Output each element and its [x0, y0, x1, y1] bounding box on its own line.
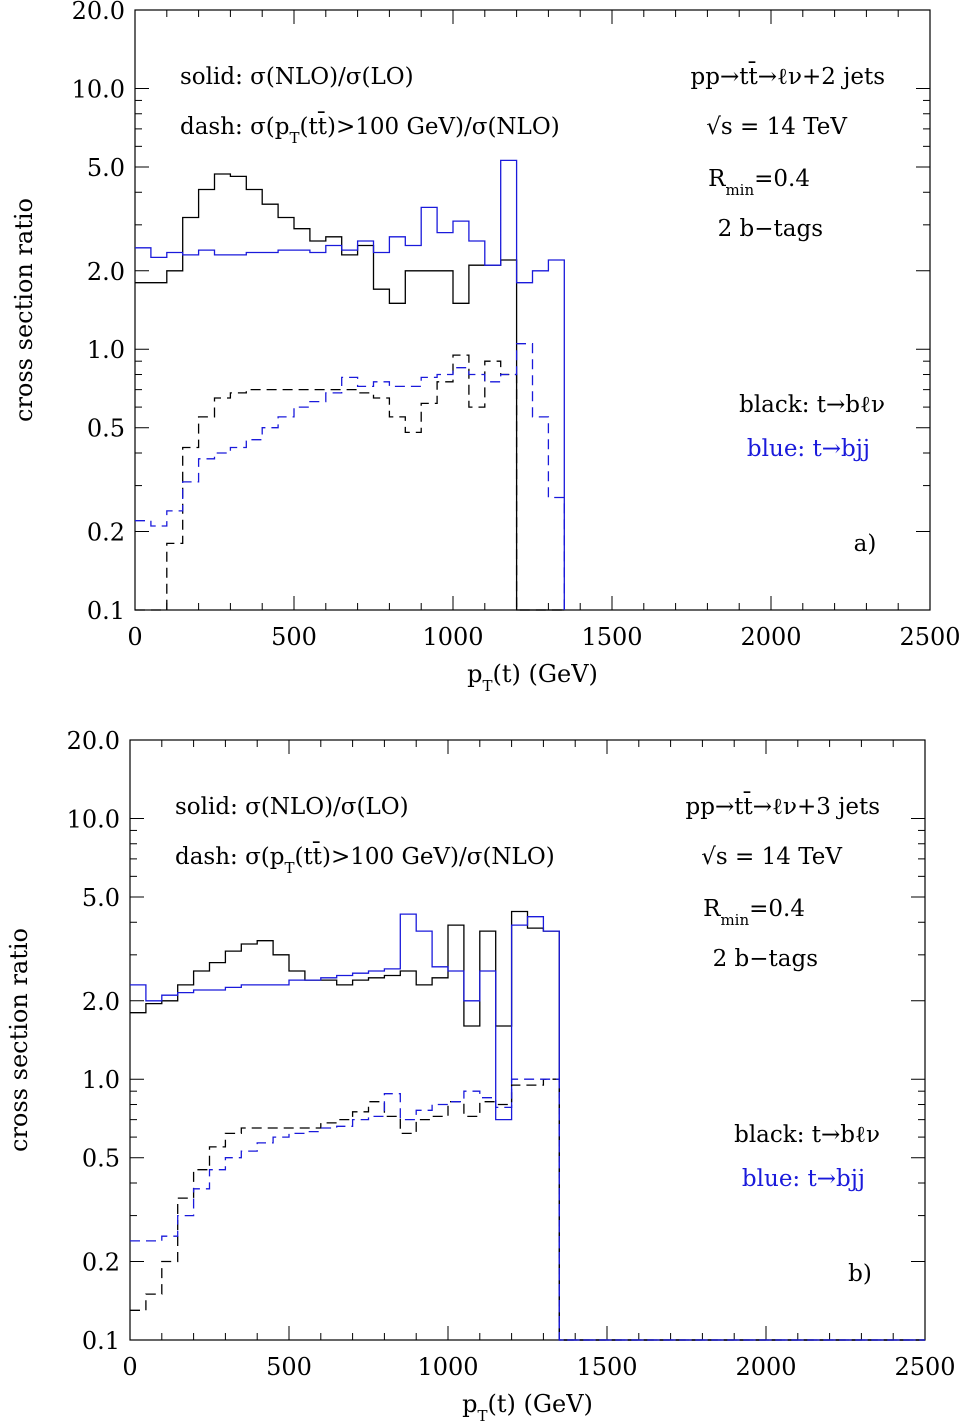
plot-frame: [134, 9, 931, 611]
annotation-sqrt-s: √s = 14 TeV: [701, 844, 842, 870]
x-tick-label: 0: [127, 623, 142, 651]
x-tick-label: 2500: [899, 623, 960, 651]
y-tick-label: 10.0: [67, 805, 120, 833]
annotation-btags: 2 b−tags: [713, 946, 818, 972]
legend-black: black: t→bℓν: [739, 392, 885, 418]
y-axis-title: cross section ratio: [5, 928, 33, 1152]
series-blue-solid-line: [130, 913, 925, 1341]
x-tick-label: 500: [266, 1353, 312, 1381]
y-tick-label: 0.1: [82, 1327, 120, 1355]
series-blue-dash-line: [130, 1078, 925, 1341]
x-tick-label: 0: [122, 1353, 137, 1381]
series-black-solid-line: [135, 173, 565, 611]
y-tick-label: 0.5: [82, 1145, 120, 1173]
annotation-process: pp→tt̄→ℓν+3 jets: [686, 792, 880, 820]
chart-panel-a: 0 500 1000 1500 2000 2500 0.1 0.2 0.5 1.0 2.0 5.0 10…: [10, 0, 961, 695]
y-tick-label: 2.0: [87, 258, 125, 286]
x-tick-label: 2000: [735, 1353, 796, 1381]
annotation-dash: dash: σ(pT(tt̄)>100 GeV)/σ(NLO): [175, 842, 555, 877]
plot-frame: [129, 739, 926, 1341]
series-blue-solid-line: [135, 159, 565, 610]
x-tick-label: 1000: [417, 1353, 478, 1381]
x-tick-label: 1500: [581, 623, 642, 651]
y-tick-label: 10.0: [72, 75, 125, 103]
panel-label: a): [854, 531, 877, 557]
x-tick-label: 2000: [740, 623, 801, 651]
y-tick-label: 20.0: [67, 727, 120, 755]
legend-blue: blue: t→bjj: [742, 1166, 865, 1192]
y-tick-label: 0.2: [82, 1249, 120, 1277]
annotation-rmin: Rmin=0.4: [703, 896, 805, 929]
annotation-sqrt-s: √s = 14 TeV: [706, 114, 847, 140]
y-axis-title: cross section ratio: [10, 198, 38, 422]
x-axis-title: pT(t) (GeV): [467, 660, 598, 695]
series-blue-dash-line: [135, 343, 565, 610]
x-tick-label: 1500: [576, 1353, 637, 1381]
series-black-dash-line: [135, 354, 565, 611]
x-tick-label: 500: [271, 623, 317, 651]
y-tick-label: 0.2: [87, 519, 125, 547]
annotation-solid: solid: σ(NLO)/σ(LO): [180, 64, 414, 90]
x-tick-label: 2500: [894, 1353, 955, 1381]
y-tick-label: 5.0: [82, 884, 120, 912]
x-tick-label: 1000: [422, 623, 483, 651]
legend-black: black: t→bℓν: [734, 1122, 880, 1148]
y-tick-label: 0.5: [87, 415, 125, 443]
chart-panel-b: 0 500 1000 1500 2000 2500 0.1 0.2 0.5 1.0 2.0 5.0 10…: [5, 727, 956, 1425]
y-tick-label: 20.0: [72, 0, 125, 25]
legend-blue: blue: t→bjj: [747, 436, 870, 462]
annotation-solid: solid: σ(NLO)/σ(LO): [175, 794, 409, 820]
x-axis-title: pT(t) (GeV): [462, 1390, 593, 1425]
panel-label: b): [848, 1261, 872, 1287]
y-tick-label: 5.0: [87, 154, 125, 182]
y-tick-label: 2.0: [82, 988, 120, 1016]
annotation-dash: dash: σ(pT(tt̄)>100 GeV)/σ(NLO): [180, 112, 560, 147]
annotation-process: pp→tt̄→ℓν+2 jets: [691, 62, 885, 90]
annotation-rmin: Rmin=0.4: [708, 166, 810, 199]
y-tick-label: 1.0: [82, 1066, 120, 1094]
y-tick-label: 1.0: [87, 336, 125, 364]
y-tick-label: 0.1: [87, 597, 125, 625]
annotation-btags: 2 b−tags: [718, 216, 823, 242]
series-black-dash-line: [130, 1078, 925, 1341]
